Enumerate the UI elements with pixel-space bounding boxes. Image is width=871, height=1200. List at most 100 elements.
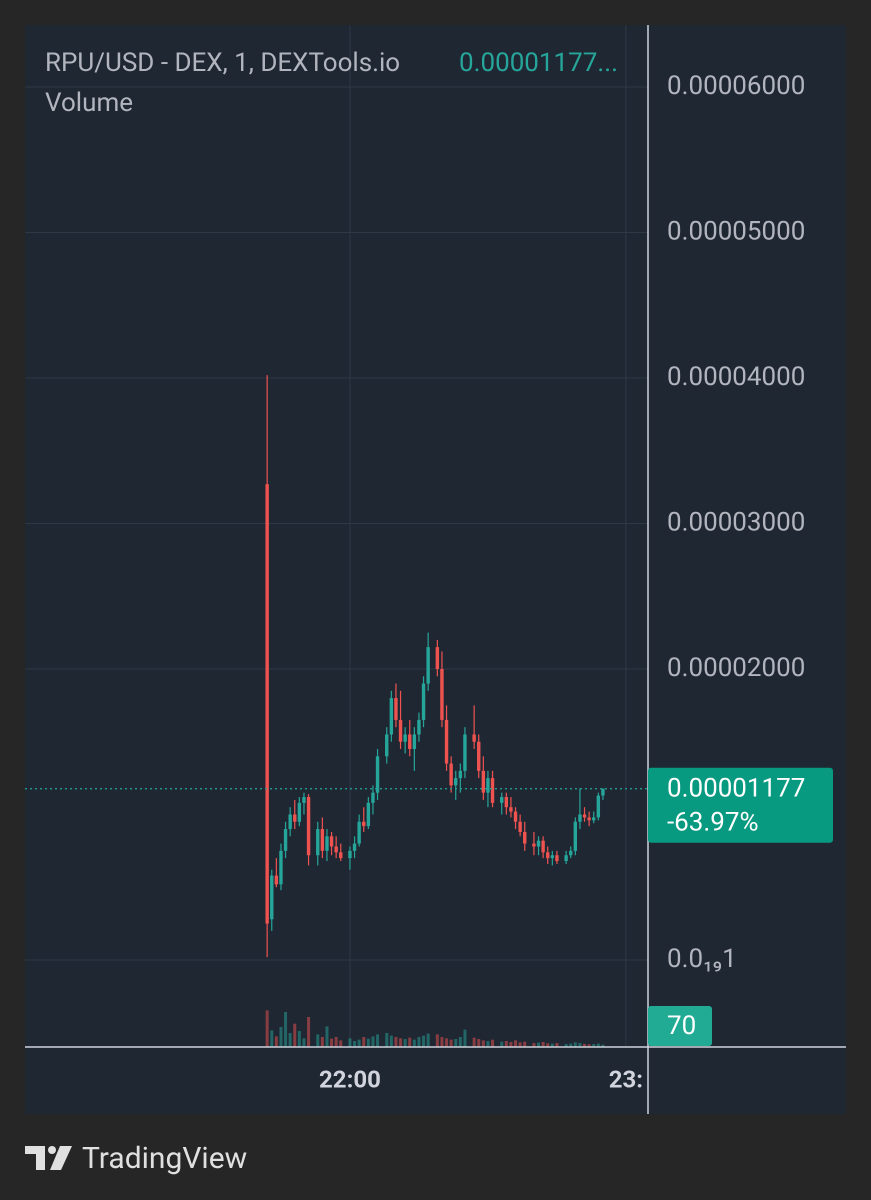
volume-bar [362, 1037, 366, 1047]
grid [25, 25, 648, 1047]
volume-bar [500, 1041, 504, 1047]
volume-bar [486, 1041, 490, 1047]
volume-bar [316, 1034, 320, 1047]
candle-body [536, 840, 541, 847]
y-tick-label: 0.0₁₉1 [667, 944, 737, 974]
candle-body [265, 484, 269, 924]
volume-bar [481, 1040, 485, 1047]
candle-body [582, 814, 587, 818]
candle-body [320, 829, 325, 851]
volume-bar [293, 1023, 297, 1047]
logo-dot [48, 1146, 56, 1154]
candle-body [366, 802, 371, 827]
candle-body [270, 875, 274, 920]
candle-body [546, 852, 550, 859]
volume-bar [445, 1038, 449, 1047]
volume-bar [408, 1037, 412, 1047]
volume-bar [592, 1044, 596, 1047]
volume-bar [435, 1034, 439, 1047]
last-price-label: 0.00001177 [667, 774, 805, 804]
candles [25, 375, 648, 958]
candle-body [357, 821, 361, 844]
candle-body [435, 647, 440, 669]
candle-body [587, 817, 591, 821]
candle-body [371, 792, 375, 803]
volume-bar [477, 1039, 481, 1047]
candle-body [283, 829, 288, 851]
candle-body [389, 698, 394, 735]
volume-bar [504, 1041, 508, 1047]
candle-body [569, 850, 573, 856]
volume-bar [537, 1042, 541, 1047]
x-tick-label: 22:00 [319, 1065, 381, 1093]
volume-bar [284, 1012, 288, 1047]
volume-bar [601, 1044, 605, 1047]
volume-bar [357, 1039, 361, 1047]
volume-bar [389, 1035, 393, 1047]
volume-badge-label: 70 [667, 1011, 696, 1041]
volume-bar [583, 1044, 587, 1047]
candle-body [472, 734, 476, 742]
volume-bar [426, 1033, 430, 1047]
volume-bar [463, 1029, 467, 1047]
volume-bar [596, 1043, 600, 1047]
candle-body [408, 734, 412, 750]
candle-body [578, 814, 582, 822]
volume-bar [376, 1034, 380, 1047]
candle-body [592, 817, 596, 821]
volume-bar [564, 1044, 568, 1047]
volume-bar [399, 1038, 403, 1047]
chart-panel [25, 25, 846, 1114]
candle-body [477, 741, 481, 771]
volume-bar [532, 1043, 536, 1047]
volume-bar [279, 1027, 283, 1047]
candle-body [504, 797, 509, 808]
x-tick-label: 23: [609, 1065, 643, 1093]
volume-bar [417, 1037, 421, 1047]
candle-body [426, 647, 430, 684]
volume-bar [541, 1042, 545, 1047]
candle-body [463, 734, 467, 771]
volume-bar [491, 1039, 495, 1047]
volume-bar [422, 1035, 426, 1047]
candle-body [518, 821, 522, 832]
candle-body [523, 831, 527, 844]
volume-bar [550, 1043, 554, 1047]
header-price: 0.00001177... [459, 48, 618, 78]
volume-bar [523, 1041, 527, 1047]
volume-bar [569, 1043, 573, 1047]
candle-body [297, 802, 302, 822]
time-axis: 22:00 23: [319, 1065, 643, 1093]
volume-bar [339, 1040, 343, 1047]
candle-body [394, 698, 398, 720]
candle-body [421, 683, 426, 720]
candle-body [481, 770, 486, 793]
volume-bar [307, 1017, 311, 1047]
volume-pane [265, 1010, 605, 1047]
volume-bar [320, 1037, 324, 1047]
candle-body [398, 719, 403, 742]
volume-bar [555, 1043, 559, 1047]
candle-body [293, 814, 297, 822]
volume-bar [509, 1042, 513, 1047]
candle-body [348, 850, 352, 859]
y-tick-label: 0.00003000 [667, 507, 805, 537]
footer-brand: TradingView [82, 1141, 247, 1176]
candle-body [601, 788, 605, 796]
candle-body [375, 756, 380, 793]
volume-bar [330, 1038, 334, 1047]
volume-bar [454, 1039, 458, 1047]
candle-body [288, 814, 292, 830]
candle-body [339, 852, 343, 859]
candle-body [316, 829, 320, 856]
volume-bar [546, 1043, 550, 1047]
volume-bar [366, 1038, 370, 1047]
candle-body [454, 778, 458, 786]
volume-bar [302, 1038, 306, 1047]
volume-bar [403, 1039, 407, 1047]
volume-bar [472, 1037, 476, 1047]
volume-bar [334, 1037, 338, 1047]
y-tick-label: 0.00004000 [667, 362, 805, 392]
